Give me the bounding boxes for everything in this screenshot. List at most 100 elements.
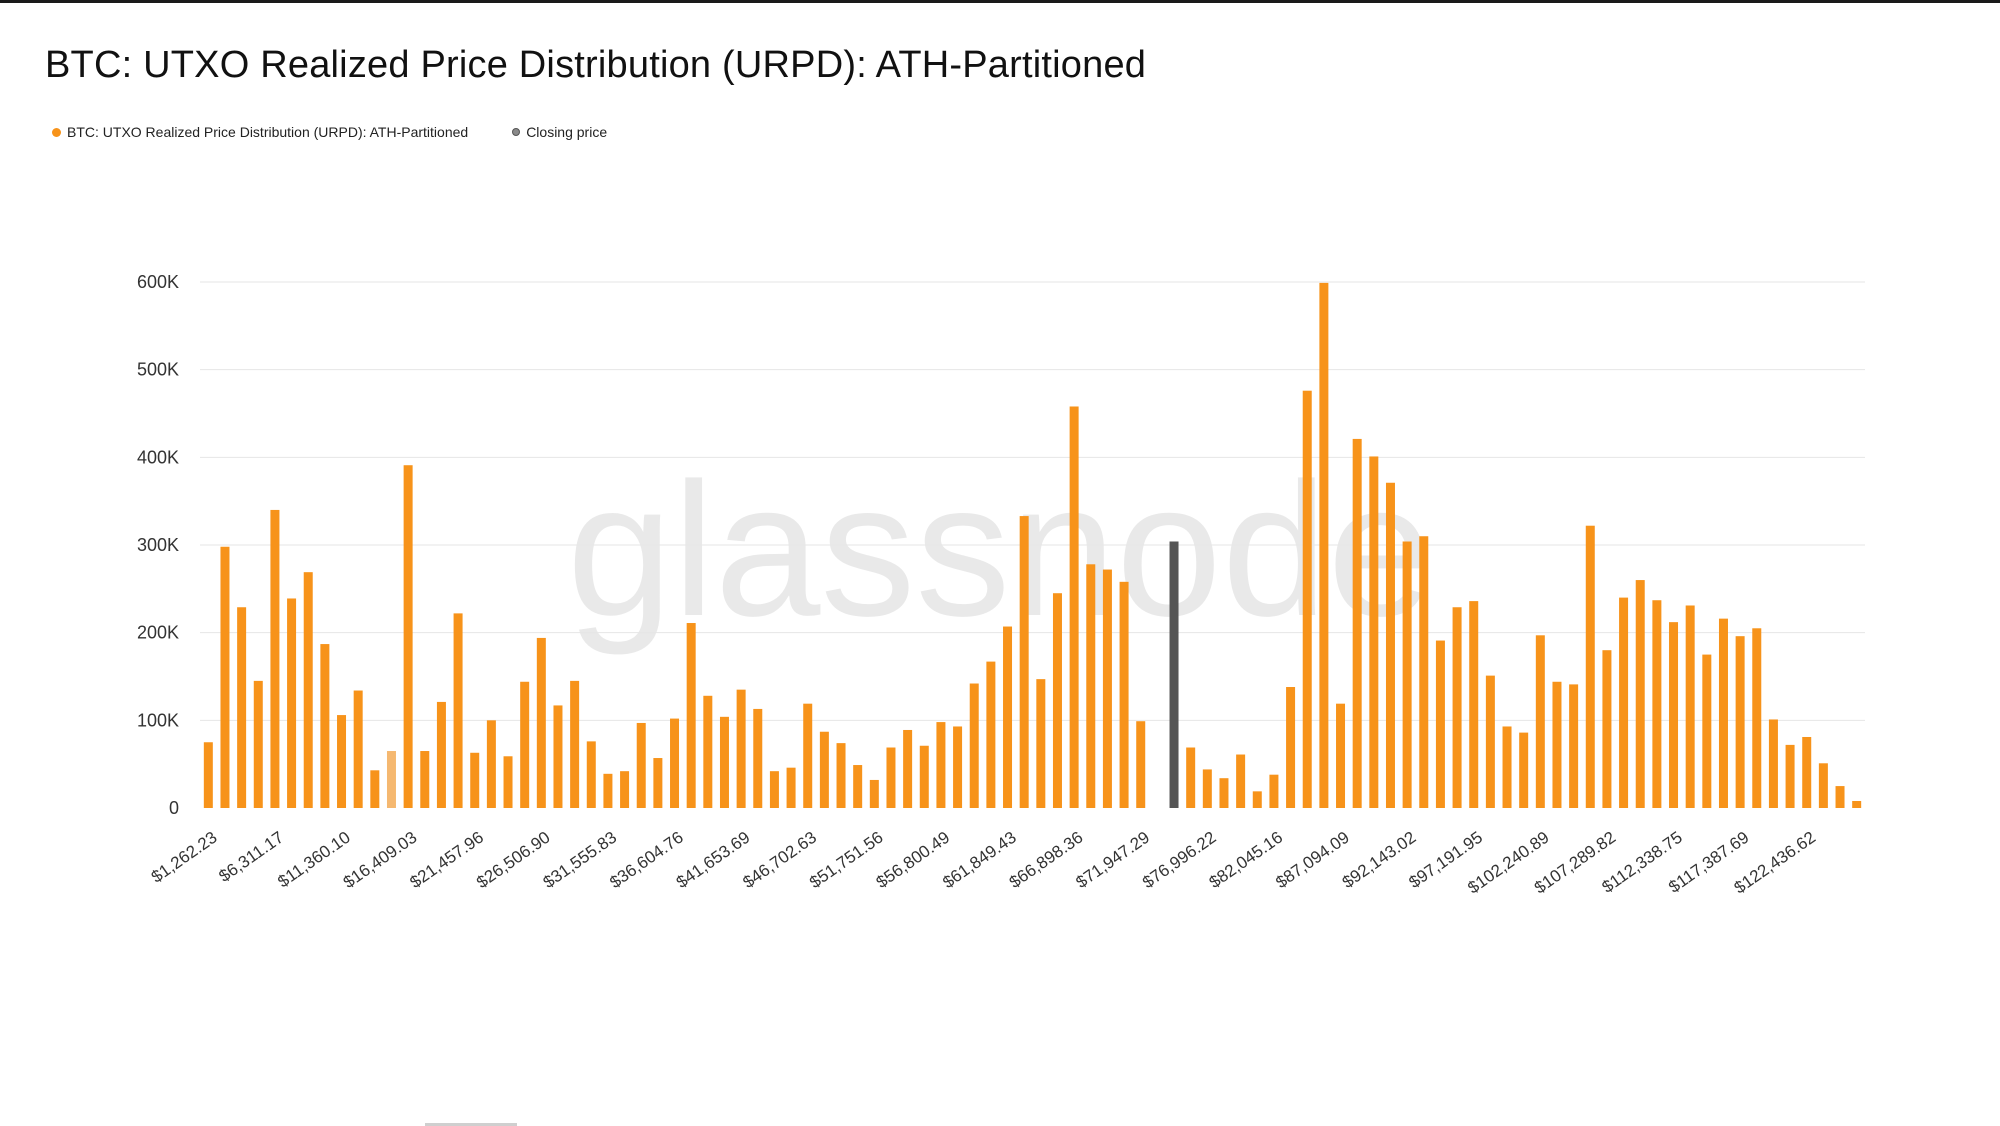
bar[interactable]: [253, 680, 263, 808]
bar[interactable]: [653, 758, 663, 808]
bar[interactable]: [1336, 703, 1346, 808]
legend-item-urpd[interactable]: BTC: UTXO Realized Price Distribution (U…: [52, 124, 468, 140]
bar[interactable]: [753, 708, 763, 808]
bar[interactable]: [686, 623, 696, 808]
bar[interactable]: [1086, 564, 1096, 808]
bar[interactable]: [1818, 763, 1828, 808]
bar[interactable]: [603, 773, 613, 808]
bar[interactable]: [986, 661, 996, 808]
bar[interactable]: [1669, 622, 1679, 808]
bar[interactable]: [370, 770, 380, 808]
bar[interactable]: [1602, 650, 1612, 808]
bar[interactable]: [936, 722, 946, 808]
bar[interactable]: [819, 731, 829, 808]
bar[interactable]: [220, 546, 230, 808]
bar[interactable]: [1352, 438, 1362, 808]
bar[interactable]: [1635, 580, 1645, 808]
bar[interactable]: [1435, 640, 1445, 808]
bar[interactable]: [969, 683, 979, 808]
closing-price-bar[interactable]: [1169, 541, 1179, 808]
bar[interactable]: [520, 681, 530, 808]
bar[interactable]: [1802, 736, 1812, 808]
bar[interactable]: [1302, 390, 1312, 808]
bar[interactable]: [203, 742, 213, 808]
bar[interactable]: [1835, 786, 1845, 808]
bar[interactable]: [1718, 618, 1728, 808]
bar[interactable]: [1702, 654, 1712, 808]
bar[interactable]: [1735, 636, 1745, 808]
bar[interactable]: [1202, 769, 1212, 808]
bar[interactable]: [337, 715, 347, 808]
bar[interactable]: [1052, 593, 1062, 808]
bar[interactable]: [1785, 744, 1795, 808]
bar[interactable]: [1768, 719, 1778, 808]
bar[interactable]: [1186, 747, 1196, 808]
bar[interactable]: [1003, 626, 1013, 808]
bar[interactable]: [1369, 456, 1379, 808]
bar[interactable]: [886, 747, 896, 808]
bar[interactable]: [1752, 628, 1762, 808]
bar[interactable]: [420, 751, 430, 808]
bar[interactable]: [287, 598, 297, 808]
bar[interactable]: [1286, 687, 1296, 808]
bar[interactable]: [719, 716, 729, 808]
bar[interactable]: [1685, 605, 1695, 808]
bar[interactable]: [786, 767, 796, 808]
bar[interactable]: [1452, 607, 1462, 808]
bar[interactable]: [570, 680, 580, 808]
bar[interactable]: [636, 722, 646, 808]
bar[interactable]: [403, 465, 413, 808]
bar[interactable]: [1852, 800, 1862, 808]
bar[interactable]: [536, 637, 546, 808]
bar[interactable]: [803, 703, 813, 808]
bar[interactable]: [1552, 681, 1562, 808]
bar[interactable]: [303, 572, 313, 808]
bar[interactable]: [1519, 732, 1529, 808]
bar[interactable]: [1319, 282, 1329, 808]
bar[interactable]: [919, 745, 929, 808]
bar[interactable]: [1019, 516, 1029, 808]
bar[interactable]: [1069, 406, 1079, 808]
legend-item-closing-price[interactable]: Closing price: [512, 124, 607, 140]
bar[interactable]: [237, 607, 247, 808]
bar[interactable]: [1252, 791, 1262, 808]
bar[interactable]: [1219, 778, 1229, 808]
bar[interactable]: [1136, 721, 1146, 808]
bar[interactable]: [703, 695, 713, 808]
bar[interactable]: [1036, 679, 1046, 808]
bar[interactable]: [486, 720, 496, 808]
bar[interactable]: [470, 752, 480, 808]
bar[interactable]: [1385, 482, 1395, 808]
bar[interactable]: [270, 509, 280, 808]
bar[interactable]: [869, 779, 879, 808]
bar[interactable]: [436, 701, 446, 808]
bar[interactable]: [1102, 569, 1112, 808]
bar[interactable]: [769, 771, 779, 808]
bar[interactable]: [953, 726, 963, 808]
bar[interactable]: [1119, 581, 1129, 808]
bar[interactable]: [586, 741, 596, 808]
bar[interactable]: [736, 689, 746, 808]
scrollbar-thumb[interactable]: [425, 1123, 517, 1126]
bar[interactable]: [1236, 754, 1246, 808]
bar[interactable]: [1585, 525, 1595, 808]
bar[interactable]: [1535, 635, 1545, 808]
bar[interactable]: [503, 756, 513, 808]
bar[interactable]: [1569, 684, 1579, 808]
bar[interactable]: [1485, 675, 1495, 808]
bar[interactable]: [670, 718, 680, 808]
bar[interactable]: [1502, 726, 1512, 808]
bar[interactable]: [1652, 600, 1662, 808]
bar[interactable]: [853, 765, 863, 808]
bar[interactable]: [1402, 541, 1412, 808]
bar[interactable]: [553, 705, 563, 808]
bar[interactable]: [320, 644, 330, 808]
bar[interactable]: [386, 751, 396, 808]
bar[interactable]: [1619, 597, 1629, 808]
bar[interactable]: [453, 613, 463, 808]
bar[interactable]: [1269, 774, 1279, 808]
bar[interactable]: [903, 729, 913, 808]
bar[interactable]: [620, 771, 630, 808]
bar[interactable]: [836, 743, 846, 808]
bar[interactable]: [1469, 601, 1479, 808]
